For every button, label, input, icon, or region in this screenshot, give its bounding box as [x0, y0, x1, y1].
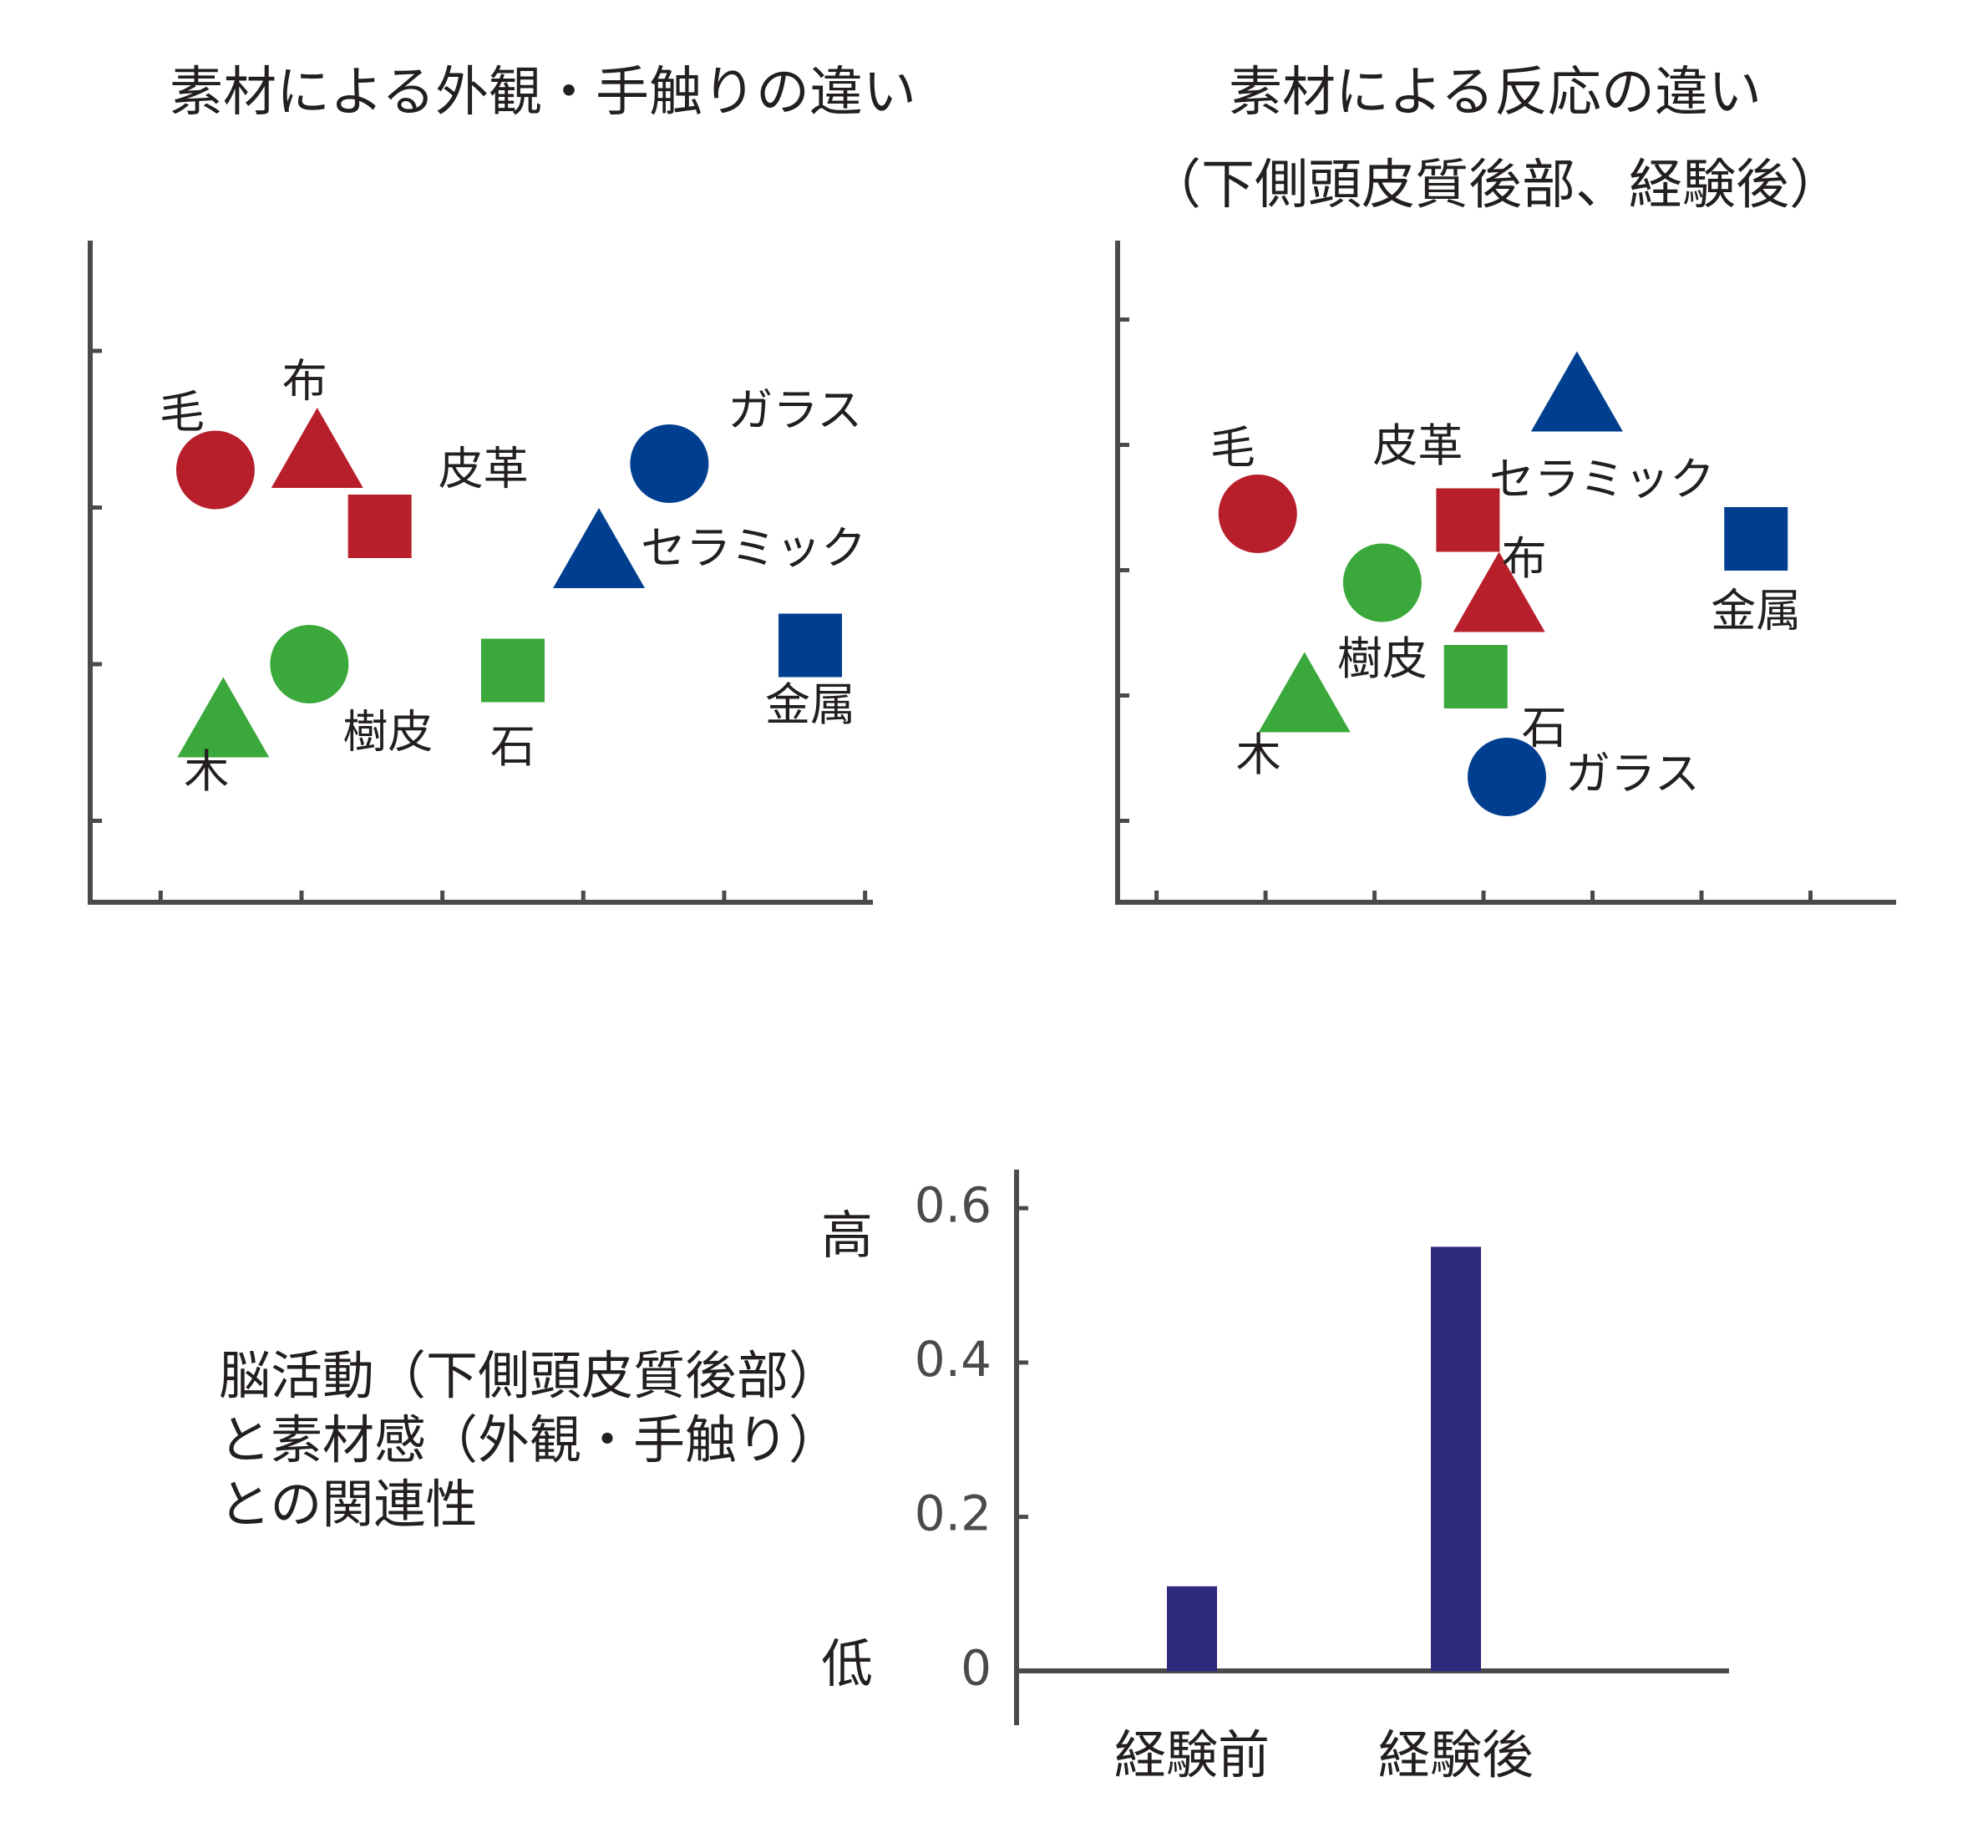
panel-2-title: 素材による反応の違い	[1229, 62, 1762, 124]
point-label: 金属	[1711, 585, 1801, 637]
point-circle	[175, 430, 255, 510]
bar-panel: 脳活動（下側頭皮質後部） と素材感（外観・手触り） との関連性 高 低 0 0.2…	[219, 1170, 1729, 1785]
point-label: 金属	[765, 678, 855, 731]
description-line-1: 脳活動（下側頭皮質後部）	[219, 1345, 840, 1406]
panel-2-subtitle: （下側頭皮質後部、経験後）	[1148, 155, 1843, 216]
point-label: 皮革	[1372, 419, 1463, 472]
panel-1-title: 素材による外観・手触りの違い	[170, 62, 916, 124]
point-label: セラミック	[641, 522, 866, 575]
point-square	[1443, 645, 1508, 708]
point-triangle	[1258, 652, 1351, 733]
point-label: 毛	[1210, 422, 1255, 475]
description-line-2: と素材感（外観・手触り）	[219, 1409, 840, 1470]
x-category-label: 経験後	[1378, 1724, 1534, 1785]
point-square	[1724, 507, 1788, 571]
point-circle	[1218, 475, 1297, 553]
point-label: 布	[282, 355, 327, 408]
point-label: ガラス	[1565, 748, 1700, 800]
point-label: 樹皮	[1337, 632, 1428, 685]
point-label: 樹皮	[342, 706, 433, 759]
point-label: 石	[490, 720, 535, 773]
point-label: 毛	[160, 386, 205, 439]
y-tick-label: 0.4	[915, 1331, 991, 1388]
point-square	[347, 495, 412, 558]
y-tick-label: 0.6	[915, 1176, 991, 1233]
point-circle	[1468, 738, 1546, 816]
point-label: セラミック	[1489, 453, 1715, 505]
bar	[1167, 1586, 1217, 1672]
point-triangle	[177, 677, 270, 758]
high-label: 高	[821, 1205, 873, 1266]
bar	[1431, 1246, 1481, 1672]
point-square	[1436, 488, 1500, 552]
point-circle	[270, 625, 349, 703]
point-triangle	[553, 508, 646, 588]
y-tick-label: 0.2	[915, 1485, 991, 1542]
low-label: 低	[821, 1633, 873, 1694]
point-label: ガラス	[728, 384, 862, 437]
point-label: 布	[1502, 532, 1547, 585]
point-triangle	[1530, 351, 1623, 432]
point-label: 皮革	[439, 443, 529, 495]
point-circle	[630, 424, 709, 503]
point-label: 木	[1236, 729, 1281, 781]
point-triangle	[1453, 551, 1545, 632]
point-square	[778, 613, 843, 678]
point-circle	[1342, 543, 1422, 622]
point-label: 石	[1522, 702, 1567, 754]
point-triangle	[271, 408, 363, 488]
point-square	[480, 638, 545, 703]
point-label: 木	[184, 745, 229, 798]
description-line-3: との関連性	[219, 1474, 477, 1535]
x-category-label: 経験前	[1114, 1724, 1270, 1785]
y-tick-label: 0	[961, 1639, 991, 1696]
